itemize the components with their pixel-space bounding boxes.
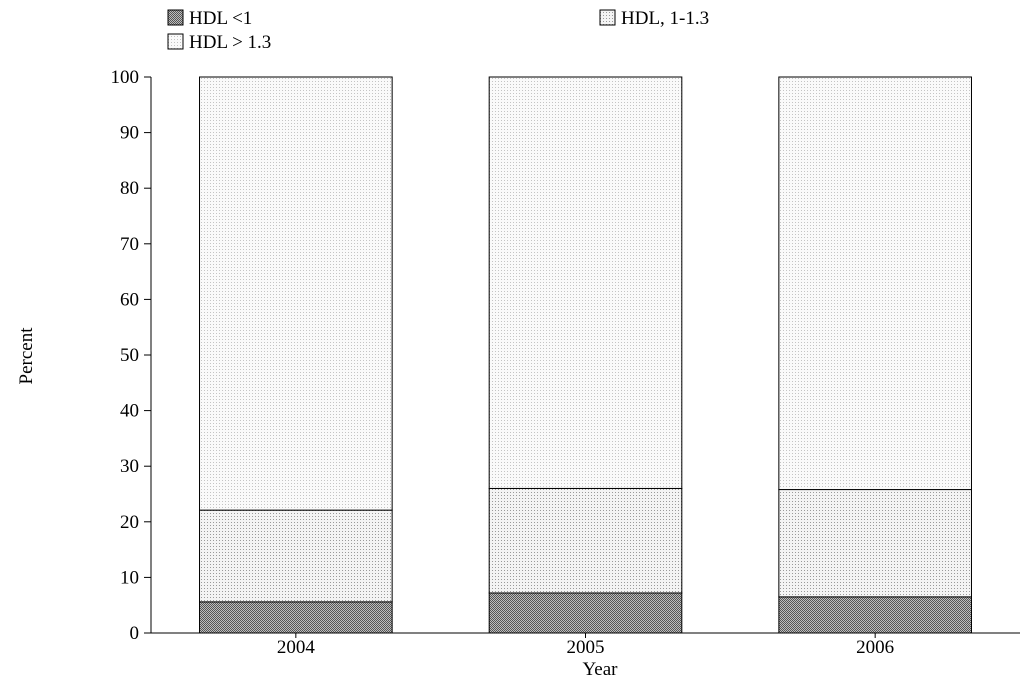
bar-segment-2004-series-1: [199, 509, 393, 603]
legend-swatch-hdl-1-1-3: [599, 9, 616, 26]
bar-segment-2005-series-1: [488, 487, 683, 594]
y-tick-label: 50: [120, 345, 139, 366]
bar-segment-2006-series-0: [778, 596, 972, 634]
legend-label-hdl-lt-1: HDL <1: [189, 8, 252, 29]
x-tick-label-2006: 2006: [856, 637, 894, 658]
legend-swatch-hdl-gt-1-3: [167, 33, 184, 50]
y-tick-label: 10: [120, 567, 139, 588]
bar-segment-2006-series-1: [778, 489, 972, 598]
bar-segment-2005-series-0: [488, 592, 683, 634]
y-tick-label: 80: [120, 178, 139, 199]
legend-swatch-hdl-lt-1: [167, 9, 184, 26]
legend-label-hdl-1-1-3: HDL, 1-1.3: [621, 8, 709, 29]
bar-segment-2004-series-2: [199, 76, 393, 511]
legend: HDL <1 HDL, 1-1.3 HDL > 1.3: [167, 8, 709, 53]
bar-segment-2004-series-0: [199, 601, 393, 634]
x-tick-label-2004: 2004: [277, 637, 316, 658]
bars: [199, 76, 972, 634]
y-tick-label: 40: [120, 401, 139, 422]
y-axis-label: Percent: [16, 327, 37, 385]
legend-item-hdl-lt-1: HDL <1: [167, 8, 252, 29]
bar-segment-2005-series-2: [488, 76, 683, 489]
x-tick-label-2005: 2005: [567, 637, 605, 658]
legend-label-hdl-gt-1-3: HDL > 1.3: [189, 32, 271, 53]
bar-segment-2006-series-2: [778, 76, 972, 491]
y-axis-ticks: 0 10 20 30 40 50 60 70 80 90 100: [111, 67, 151, 644]
y-tick-label: 70: [120, 234, 139, 255]
y-tick-label: 60: [120, 289, 139, 310]
x-axis-label: Year: [582, 659, 618, 680]
x-axis-ticks: 2004 2005 2006: [277, 633, 894, 658]
legend-item-hdl-gt-1-3: HDL > 1.3: [167, 32, 271, 53]
y-tick-label: 0: [130, 623, 140, 644]
y-tick-label: 30: [120, 456, 139, 477]
y-tick-label: 100: [111, 67, 140, 88]
y-tick-label: 20: [120, 512, 139, 533]
legend-item-hdl-1-1-3: HDL, 1-1.3: [599, 8, 709, 29]
y-tick-label: 90: [120, 123, 139, 144]
